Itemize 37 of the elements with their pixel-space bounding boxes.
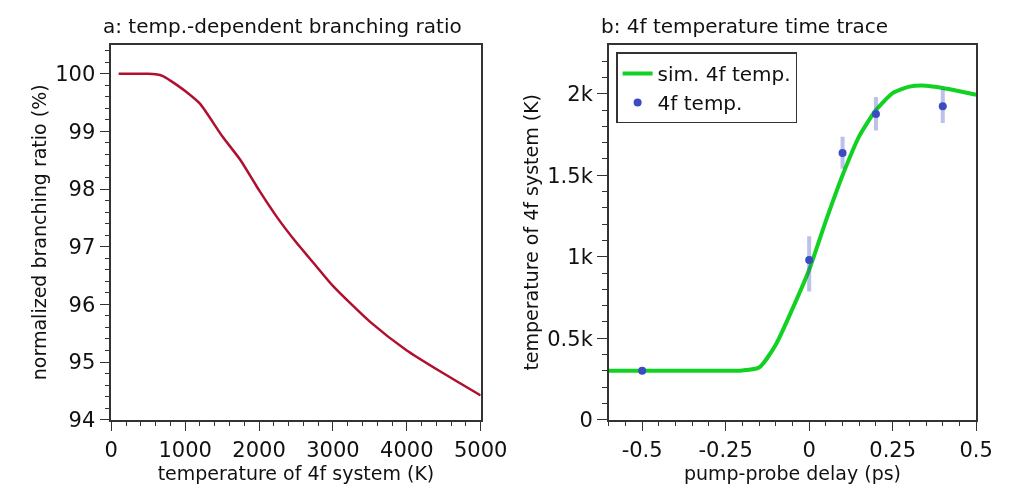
- y-axis-title: normalized branching ratio (%): [27, 84, 50, 381]
- x-tick-label: 0: [104, 437, 118, 462]
- y-tick-label: 0.5k: [547, 326, 594, 351]
- y-tick-label: 95: [68, 350, 96, 375]
- x-tick-label: 2000: [232, 437, 286, 462]
- point: [838, 149, 847, 158]
- y-tick-label: 2k: [567, 82, 594, 107]
- x-axis-title: pump-probe delay (ps): [683, 461, 902, 484]
- chart-title: b: 4f temperature time trace: [601, 14, 889, 38]
- x-tick-label: -0.25: [698, 437, 753, 462]
- x-tick-label: 1000: [158, 437, 212, 462]
- x-tick-label: 3000: [306, 437, 360, 462]
- x-tick-label: 0: [802, 437, 816, 462]
- line-series: [117, 72, 481, 397]
- y-tick-label: 1k: [567, 245, 594, 270]
- x-axis-title: temperature of 4f system (K): [157, 461, 435, 484]
- point: [805, 255, 814, 264]
- x-tick-label: 0.5: [959, 437, 993, 462]
- x-tick-label: 4000: [380, 437, 434, 462]
- y-tick-label: 99: [68, 119, 96, 144]
- point: [938, 102, 947, 111]
- y-tick-label: 1.5k: [547, 163, 594, 188]
- x-tick-label: 0.25: [869, 437, 917, 462]
- y-axis-title: temperature of 4f system (K): [519, 93, 542, 371]
- legend-label: 4f temp.: [657, 91, 743, 116]
- y-tick-label: 94: [68, 408, 96, 433]
- y-tick-label: 98: [68, 177, 96, 202]
- x-tick-label: -0.5: [621, 437, 663, 462]
- y-tick-label: 100: [55, 62, 96, 87]
- y-tick-label: 96: [68, 292, 96, 317]
- chart-title: a: temp.-dependent branching ratio: [103, 14, 462, 38]
- x-tick-label: 5000: [453, 437, 508, 462]
- y-tick-label: 0: [579, 408, 593, 433]
- point: [871, 109, 880, 118]
- y-tick-label: 97: [68, 235, 96, 260]
- legend-label: sim. 4f temp.: [657, 62, 791, 87]
- line-series: [608, 83, 977, 373]
